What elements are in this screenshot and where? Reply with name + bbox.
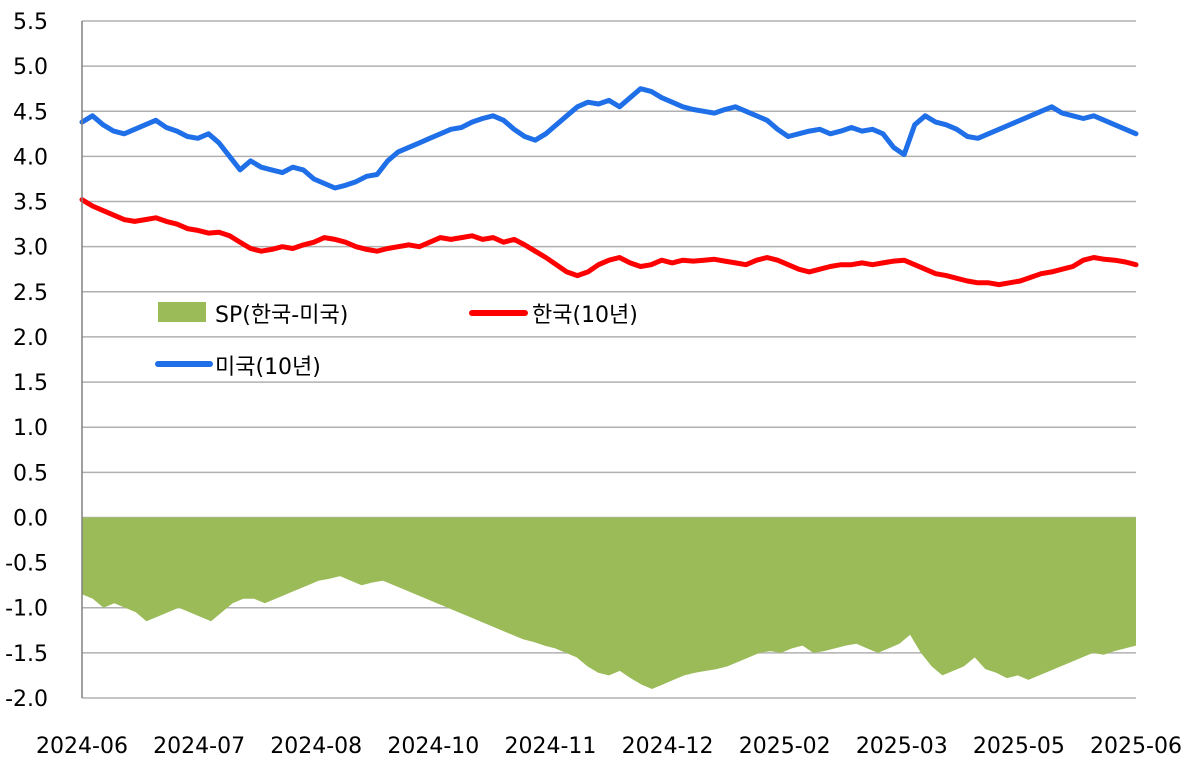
x-tick-label: 2024-06 <box>36 734 128 759</box>
y-tick-label: 4.5 <box>13 100 48 125</box>
y-tick-label: -0.5 <box>5 552 48 577</box>
legend-label-usa: 미국(10년) <box>215 355 321 380</box>
y-tick-label: 1.0 <box>13 416 48 441</box>
y-tick-label: 0.5 <box>13 461 48 486</box>
series-line-korea <box>79 197 1139 288</box>
x-tick-label: 2024-10 <box>387 734 479 759</box>
x-tick-label: 2025-03 <box>856 734 948 759</box>
y-tick-label: 3.5 <box>13 191 48 216</box>
y-tick-label: 0.0 <box>13 506 48 531</box>
series-area-sp <box>82 517 1136 689</box>
x-tick-label: 2025-02 <box>739 734 831 759</box>
x-tick-label: 2024-07 <box>153 734 245 759</box>
y-tick-label: -2.0 <box>5 687 48 712</box>
legend-label-sp: SP(한국-미국) <box>215 303 348 328</box>
legend-label-korea: 한국(10년) <box>532 303 638 328</box>
y-tick-label: 4.0 <box>13 145 48 170</box>
x-tick-label: 2024-08 <box>270 734 362 759</box>
x-tick-label: 2024-11 <box>504 734 596 759</box>
y-axis-ticks: 5.5 5.0 4.5 4.0 3.5 3.0 2.5 2.0 1.5 1.0 0.5 0.0 -0.5… <box>5 10 48 712</box>
y-tick-label: 1.5 <box>13 371 48 396</box>
series-layer <box>79 86 1139 689</box>
y-tick-label: 5.5 <box>13 10 48 35</box>
x-axis-ticks: 2024-06 2024-07 2024-08 2024-10 2024-11 2024-… <box>36 734 1182 759</box>
x-tick-label: 2025-05 <box>973 734 1065 759</box>
y-tick-label: 3.0 <box>13 236 48 261</box>
y-tick-label: 2.5 <box>13 281 48 306</box>
y-tick-label: -1.0 <box>5 597 48 622</box>
y-tick-label: 2.0 <box>13 326 48 351</box>
series-line-usa <box>79 86 1139 191</box>
x-tick-label: 2024-12 <box>622 734 714 759</box>
y-tick-label: 5.0 <box>13 55 48 80</box>
legend-swatch-sp <box>158 302 206 322</box>
legend: SP(한국-미국) 한국(10년) 미국(10년) <box>155 302 638 380</box>
x-tick-label: 2025-06 <box>1090 734 1182 759</box>
y-tick-label: -1.5 <box>5 642 48 667</box>
